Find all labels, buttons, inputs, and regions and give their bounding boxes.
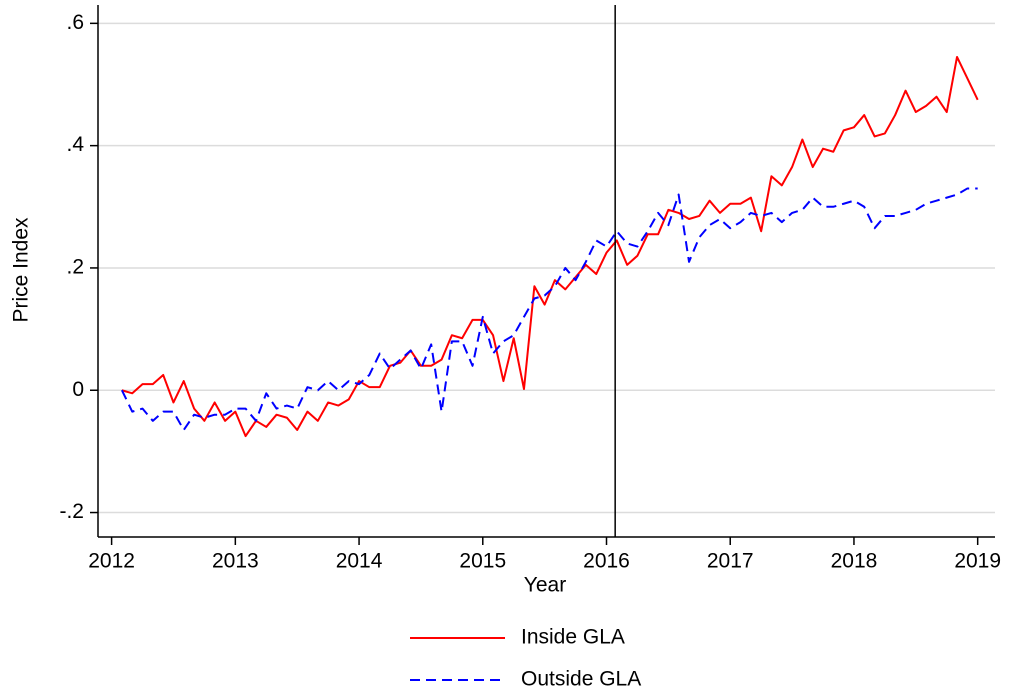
x-axis-title: Year [524,574,566,597]
x-tick-label: 2017 [707,550,754,573]
y-tick-label: 0 [72,378,84,401]
x-tick-label: 2012 [88,550,135,573]
series-line [120,187,978,431]
x-tick-label: 2018 [831,550,878,573]
x-tick-label: 2016 [583,550,630,573]
y-axis-title: Price Index [10,217,33,323]
legend-label: Outside GLA [521,668,641,691]
y-tick-label: .2 [66,255,84,278]
x-tick-label: 2019 [954,550,1001,573]
y-tick-label: -.2 [59,500,84,523]
legend-label: Inside GLA [521,626,625,649]
y-tick-label: .4 [66,133,84,156]
x-tick-label: 2014 [336,550,383,573]
x-tick-label: 2013 [212,550,259,573]
y-tick-label: .6 [66,11,84,34]
x-tick-label: 2015 [459,550,506,573]
series-line [121,55,979,438]
